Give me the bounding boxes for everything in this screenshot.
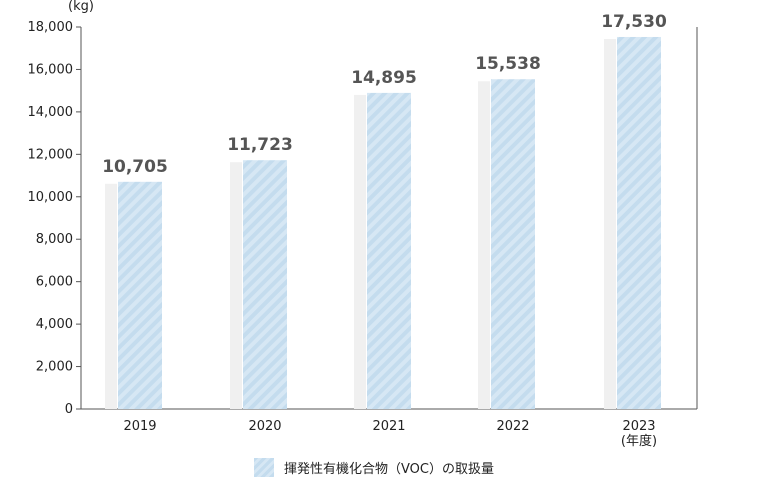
y-tick-label: 8,000: [36, 232, 73, 247]
value-label: 11,723: [227, 135, 293, 155]
chart-labels: 10,705 2019 11,723 2020 14,895 2021 15,538 2022…: [100, 10, 669, 449]
value-label: 14,895: [351, 68, 417, 88]
value-label: 17,530: [601, 12, 667, 32]
x-tick-label: 2019: [123, 419, 156, 434]
x-tick-label: 2023: [622, 419, 655, 434]
legend-label: 揮発性有機化合物（VOC）の取扱量: [284, 462, 494, 477]
bar: [118, 181, 162, 409]
bar-shadow: [354, 94, 366, 410]
bar-shadow: [105, 183, 117, 409]
y-tick-label: 12,000: [28, 147, 74, 162]
chart-legend: 揮発性有機化合物（VOC）の取扱量: [254, 458, 494, 477]
chart-axes: (kg) 0 2,000 4,000 6,000 8,000 10,000 12,000 14,…: [28, 0, 698, 417]
bar: [491, 79, 535, 409]
x-tick-label: 2020: [248, 419, 281, 434]
bar: [243, 160, 287, 409]
x-tick-suffix: (年度): [621, 433, 657, 449]
bar-shadow: [478, 81, 490, 409]
bar-shadow: [230, 162, 242, 409]
chart-bars: [105, 36, 661, 410]
y-tick-label: 2,000: [36, 360, 73, 375]
y-tick-label: 4,000: [36, 317, 73, 332]
x-tick-label: 2022: [496, 419, 529, 434]
y-unit-label: (kg): [68, 0, 94, 14]
y-tick-label: 18,000: [28, 20, 74, 35]
y-tick-label: 6,000: [36, 275, 73, 290]
bar: [617, 36, 661, 409]
value-label: 15,538: [475, 54, 541, 74]
bar: [367, 92, 411, 410]
y-tick-label: 14,000: [28, 105, 74, 120]
y-tick-label: 16,000: [28, 62, 74, 77]
x-tick-label: 2021: [372, 419, 405, 434]
legend-swatch: [254, 458, 274, 477]
value-label: 10,705: [102, 157, 168, 177]
bar-shadow: [604, 38, 616, 409]
y-tick-label: 10,000: [28, 190, 74, 205]
y-tick-label: 0: [65, 402, 73, 417]
